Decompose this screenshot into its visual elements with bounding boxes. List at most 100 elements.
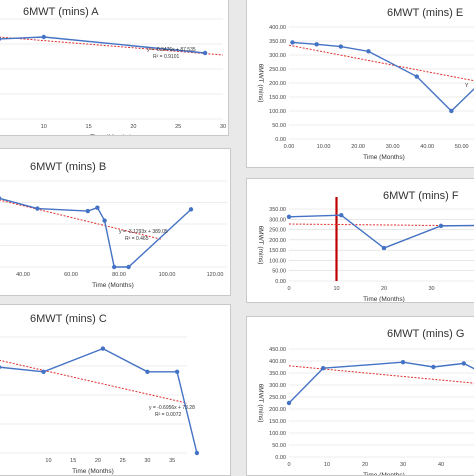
y-tick-label: 300.00 [269,53,286,59]
chart-title: 6MWT (mins) E [387,7,463,19]
x-axis-label: Time (Months) [363,472,405,476]
x-tick-label: 80.00 [112,272,126,278]
x-tick-label: 30.00 [386,144,400,150]
x-tick-label: 30 [144,458,150,464]
series-line [0,197,192,268]
x-tick-label: 25 [175,124,181,130]
data-point [339,212,344,218]
data-point [100,346,106,351]
series-line [288,214,474,249]
y-tick-label: 400.00 [269,359,286,365]
y-tick-label: 350.00 [269,371,286,377]
data-point [366,49,371,54]
x-tick-label: 40.00 [420,144,434,150]
y-tick-label: 200.00 [269,238,286,244]
x-tick-label: 10 [333,286,339,292]
data-point [35,206,40,211]
data-point [0,196,2,201]
trend-r-squared: R² = 0.465 [125,236,149,242]
y-tick-label: 50.00 [272,443,286,449]
data-point [188,207,194,212]
y-tick-label: 100.00 [269,109,286,115]
y-tick-label: 200.00 [269,407,286,413]
x-tick-label: 25 [120,458,126,464]
data-point [95,205,100,210]
data-point [202,50,208,56]
x-tick-label: 120.00 [207,272,224,278]
y-tick-label: 350.00 [269,39,286,45]
data-point [321,366,326,371]
chart-f: 6MWT (mins) F 0.00 50.00 100.00 150.00 200.00… [257,190,474,303]
trend-equation: y = -0.3476x + 87.535 [147,47,196,53]
data-point [314,42,319,47]
x-axis-label: Time (Months) [92,282,134,289]
x-axis-label: Time (Months) [72,468,114,475]
y-tick-label: 0.00 [275,455,286,461]
data-point [414,74,420,79]
trend-equation: y = -3.1293x + 389.05 [119,229,168,235]
y-axis-label: 6MWT (mins) [257,384,264,423]
chart-panel-b: 6MWT (mins) B 40.00 60.00 80.00 100.00 120.00… [0,148,231,296]
x-tick-label: 15 [86,124,92,130]
data-point [286,214,292,220]
x-axis-label: Time (Months) [363,296,405,303]
chart-panel-f: 6MWT (mins) F 0.00 50.00 100.00 150.00 200.00… [246,178,474,303]
x-tick-label: 40.00 [16,272,30,278]
data-point [174,369,180,374]
series-line [292,41,474,112]
x-tick-label: 30 [400,462,406,468]
x-tick-label: 20.00 [351,144,365,150]
chart-b: 6MWT (mins) B 40.00 60.00 80.00 100.00 120.00… [0,161,227,289]
chart-title: 6MWT (mins) C [30,313,107,325]
trend-line [288,44,474,82]
series-line [288,361,474,404]
data-point [0,365,2,370]
x-tick-label: 20 [95,458,101,464]
y-tick-label: 50.00 [272,123,286,129]
x-tick-label: 20 [381,286,387,292]
data-point [41,34,46,40]
y-tick-label: 100.00 [269,431,286,437]
x-tick-label: 10 [324,462,330,468]
trend-r-squared: R² = 0.0072 [155,412,181,418]
data-point [290,40,295,45]
trend-equation: y = -0.6956x + 73.28 [149,405,195,411]
y-tick-label: 50.00 [272,269,286,275]
series-line [0,347,198,454]
chart-title: 6MWT (mins) F [383,190,459,202]
chart-title: 6MWT (mins) B [30,161,106,173]
data-point [126,264,131,270]
y-tick-label: 200.00 [269,81,286,87]
y-tick-label: 0.00 [275,137,286,143]
chart-g: 6MWT (mins) G 0.00 50.00 100.00 150.00 200.00… [257,328,474,476]
x-tick-label: 60.00 [64,272,78,278]
chart-title: 6MWT (mins) G [387,328,464,340]
data-point [145,369,150,374]
data-point [338,44,344,49]
data-point [102,218,107,223]
chart-panel-g: 6MWT (mins) G 0.00 50.00 100.00 150.00 200.00… [246,316,474,476]
x-tick-label: 15 [70,458,76,464]
x-tick-label: 0 [287,462,290,468]
trend-line [288,365,474,384]
x-tick-label: 35 [169,458,175,464]
y-tick-label: 250.00 [269,67,286,73]
y-tick-label: 250.00 [269,395,286,401]
x-tick-label: 10 [41,124,47,130]
x-tick-label: 10 [45,458,51,464]
y-tick-label: 100.00 [269,258,286,264]
chart-title: 6MWT (mins) A [23,6,99,18]
y-tick-label: 150.00 [269,248,286,254]
x-tick-label: 30 [428,286,434,292]
data-point [85,208,91,214]
trend-equation: Y [465,83,469,89]
y-tick-label: 250.00 [269,228,286,234]
chart-panel-c: 6MWT (mins) C 10 15 20 25 30 35 Time (Months) y … [0,304,231,476]
y-axis-label: 6MWT (mins) [257,64,264,103]
y-axis-label: 6MWT (mins) [257,226,264,265]
data-point [112,264,117,270]
x-tick-label: 0 [287,286,290,292]
data-point [431,364,436,370]
y-tick-label: 300.00 [269,217,286,223]
data-point [194,450,200,456]
